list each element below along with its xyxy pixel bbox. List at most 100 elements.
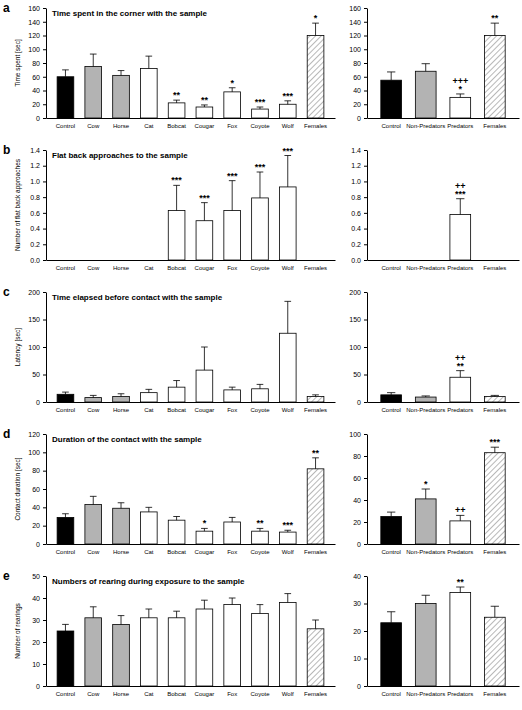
bars [57, 594, 324, 686]
x-tick-label: Predators [447, 549, 473, 555]
x-tick-label: Coyote [250, 549, 270, 555]
error-bar [229, 598, 236, 605]
y-tick-label: 80 [32, 60, 40, 67]
significance: ** [457, 577, 465, 587]
y-tick-label: 80 [32, 467, 40, 474]
y-tick: 40 [353, 87, 367, 94]
error-bar [145, 389, 152, 392]
x-axis: ControlNon-PredatorsPredatorsFemales [368, 544, 520, 555]
x-tick-label: Control [56, 691, 75, 697]
x-tick-label: Coyote [250, 265, 270, 271]
x-tick-label: Females [483, 407, 506, 413]
x-tick: Horse [113, 544, 130, 555]
y-tick-label: 100 [28, 449, 40, 456]
error-bar [284, 594, 291, 603]
bar [57, 77, 74, 118]
y-axis: 020406080100120 [28, 431, 46, 548]
y-tick: 150 [349, 316, 367, 323]
x-axis: ControlCowHorseCatBobcatCougarFoxCoyoteW… [47, 402, 336, 413]
error-line [315, 23, 316, 35]
x-tick: Control [56, 118, 75, 129]
y-tick-mark [364, 166, 367, 167]
x-tick-label: Control [382, 549, 401, 555]
y-tick-label: 160 [349, 5, 361, 12]
error-line [287, 594, 288, 603]
x-tick: Wolf [282, 686, 294, 697]
x-tick: Coyote [250, 544, 270, 555]
error-line [287, 156, 288, 187]
bar [113, 508, 130, 544]
bar [57, 517, 74, 544]
y-tick-mark [364, 456, 367, 457]
y-tick-label: 20 [353, 628, 361, 635]
x-tick-label: Control [56, 123, 75, 129]
significance: ++ [455, 505, 466, 515]
error-bar [456, 94, 464, 97]
x-tick-label: Control [382, 123, 401, 129]
y-axis-line [46, 9, 47, 119]
y-tick-label: 30 [32, 617, 40, 624]
y-tick: 0.4 [30, 225, 46, 232]
bar [307, 629, 324, 686]
y-tick-label: 140 [28, 18, 40, 25]
y-tick: 40 [32, 504, 46, 511]
bar [279, 333, 296, 402]
panel-label: b [3, 143, 10, 157]
x-tick: Non-Predators [406, 686, 445, 697]
error-line [204, 528, 205, 531]
y-tick-label: 20 [32, 639, 40, 646]
bar [450, 377, 471, 402]
error-bar [62, 392, 69, 394]
y-tick-label: 1.2 [30, 162, 40, 169]
y-tick-mark [43, 434, 46, 435]
bar [85, 618, 102, 686]
bar [224, 522, 241, 544]
y-tick-mark [364, 91, 367, 92]
panel-label: e [3, 569, 10, 583]
bar [484, 397, 505, 403]
error-line [460, 371, 461, 378]
error-bar [145, 56, 152, 68]
y-tick: 0 [357, 115, 367, 122]
x-tick: Females [304, 260, 327, 271]
y-tick-mark [364, 181, 367, 182]
y-tick: 10 [32, 661, 46, 668]
error-line [176, 185, 177, 210]
y-tick-label: 120 [349, 32, 361, 39]
bar [381, 260, 402, 261]
x-tick-label: Bobcat [167, 549, 186, 555]
x-tick-label: Bobcat [167, 123, 186, 129]
error-cap [145, 507, 152, 508]
x-tick: Cat [144, 118, 154, 129]
bar [140, 393, 157, 402]
x-tick: Cougar [195, 544, 215, 555]
error-line [494, 606, 495, 617]
y-tick: 80 [32, 60, 46, 67]
x-tick-label: Horse [113, 123, 130, 129]
x-axis: ControlNon-PredatorsPredatorsFemales [368, 686, 520, 697]
x-tick: Fox [227, 544, 237, 555]
error-bar [201, 600, 208, 609]
error-bar [201, 105, 208, 107]
panel: 010203040ControlNon-PredatorsPredatorsFe… [353, 573, 519, 697]
y-tick-label: 100 [28, 46, 40, 53]
error-line [148, 389, 149, 392]
error-bar [118, 71, 125, 76]
panel: 050100150200ControlNon-PredatorsPredator… [349, 289, 519, 413]
x-tick: Females [483, 402, 506, 413]
significance: ** [491, 13, 499, 23]
error-cap [201, 347, 208, 348]
y-tick-mark [43, 526, 46, 527]
error-line [259, 172, 260, 198]
x-tick: Wolf [282, 260, 294, 271]
error-cap [422, 63, 430, 64]
error-cap [229, 598, 236, 599]
error-line [391, 512, 392, 516]
error-bar [284, 301, 291, 333]
y-tick: 0.8 [30, 194, 46, 201]
x-tick: Control [382, 260, 401, 271]
x-tick-label: Cougar [195, 691, 215, 697]
error-cap [145, 56, 152, 57]
y-axis-line [367, 577, 368, 687]
error-line [460, 587, 461, 593]
